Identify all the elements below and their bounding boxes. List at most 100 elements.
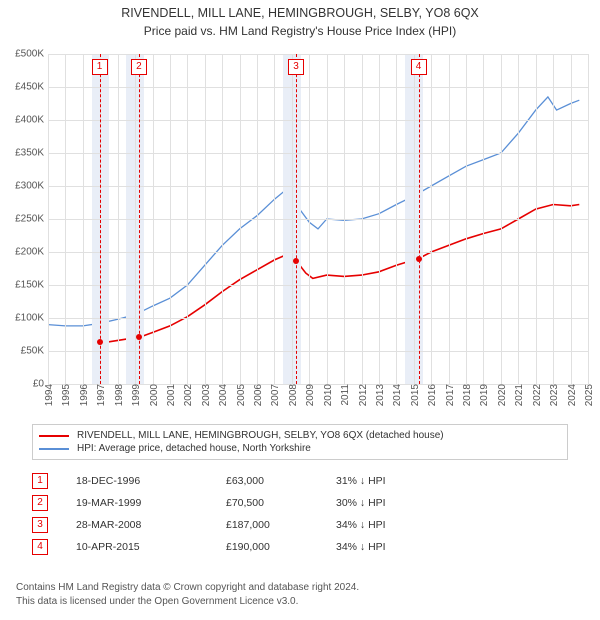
- y-axis-label: £100K: [15, 313, 44, 324]
- page-subtitle: Price paid vs. HM Land Registry's House …: [0, 24, 600, 38]
- y-axis-label: £400K: [15, 115, 44, 126]
- sale-row-delta: 30% ↓ HPI: [336, 497, 456, 509]
- sale-marker-box: 3: [288, 59, 304, 75]
- x-axis-label: 2023: [549, 384, 560, 406]
- x-axis-label: 2020: [497, 384, 508, 406]
- x-axis-label: 2019: [479, 384, 490, 406]
- legend-swatch: [39, 448, 69, 450]
- sale-dot: [136, 334, 142, 340]
- gridline-v: [292, 54, 293, 384]
- x-axis-label: 2009: [305, 384, 316, 406]
- legend-item: RIVENDELL, MILL LANE, HEMINGBROUGH, SELB…: [39, 429, 561, 442]
- gridline-v: [518, 54, 519, 384]
- sale-row-price: £70,500: [226, 497, 336, 509]
- gridline-h: [48, 87, 588, 88]
- gridline-v: [205, 54, 206, 384]
- sale-row-date: 10-APR-2015: [76, 541, 226, 553]
- y-axis-label: £150K: [15, 280, 44, 291]
- y-axis-label: £200K: [15, 247, 44, 258]
- sale-row: 118-DEC-1996£63,00031% ↓ HPI: [32, 470, 456, 492]
- x-axis-label: 2007: [270, 384, 281, 406]
- sale-row-date: 28-MAR-2008: [76, 519, 226, 531]
- gridline-v: [118, 54, 119, 384]
- x-axis-label: 2022: [532, 384, 543, 406]
- sale-marker-line: [296, 54, 297, 384]
- x-axis-label: 2017: [445, 384, 456, 406]
- sale-dot: [97, 339, 103, 345]
- x-axis-label: 2021: [514, 384, 525, 406]
- gridline-v: [187, 54, 188, 384]
- gridline-v: [588, 54, 589, 384]
- x-axis-label: 2000: [149, 384, 160, 406]
- gridline-h: [48, 351, 588, 352]
- sale-row-price: £190,000: [226, 541, 336, 553]
- x-axis-label: 2006: [253, 384, 264, 406]
- x-axis-label: 1999: [131, 384, 142, 406]
- gridline-v: [48, 54, 49, 384]
- gridline-v: [536, 54, 537, 384]
- gridline-v: [240, 54, 241, 384]
- gridline-v: [170, 54, 171, 384]
- y-axis-label: £350K: [15, 148, 44, 159]
- sale-dot: [416, 256, 422, 262]
- sale-row-marker: 4: [32, 539, 48, 555]
- sale-row-date: 19-MAR-1999: [76, 497, 226, 509]
- gridline-h: [48, 120, 588, 121]
- x-axis-label: 2016: [427, 384, 438, 406]
- x-axis-label: 1995: [61, 384, 72, 406]
- x-axis-label: 2008: [288, 384, 299, 406]
- gridline-v: [362, 54, 363, 384]
- x-axis-label: 1994: [44, 384, 55, 406]
- gridline-h: [48, 153, 588, 154]
- gridline-h: [48, 54, 588, 55]
- gridline-v: [379, 54, 380, 384]
- sale-row: 328-MAR-2008£187,00034% ↓ HPI: [32, 514, 456, 536]
- x-axis-label: 2015: [410, 384, 421, 406]
- gridline-v: [396, 54, 397, 384]
- gridline-h: [48, 318, 588, 319]
- gridline-v: [466, 54, 467, 384]
- x-axis-label: 1996: [79, 384, 90, 406]
- gridline-v: [274, 54, 275, 384]
- y-axis-label: £250K: [15, 214, 44, 225]
- gridline-v: [344, 54, 345, 384]
- gridline-v: [483, 54, 484, 384]
- price-chart: £0£50K£100K£150K£200K£250K£300K£350K£400…: [48, 54, 588, 384]
- x-axis-label: 2024: [567, 384, 578, 406]
- sale-dot: [293, 258, 299, 264]
- x-axis-label: 2010: [323, 384, 334, 406]
- page-title-address: RIVENDELL, MILL LANE, HEMINGBROUGH, SELB…: [0, 6, 600, 20]
- gridline-h: [48, 252, 588, 253]
- legend-label: RIVENDELL, MILL LANE, HEMINGBROUGH, SELB…: [77, 430, 444, 441]
- y-axis-label: £0: [33, 379, 44, 390]
- attribution-text: Contains HM Land Registry data © Crown c…: [16, 581, 359, 608]
- sale-row-price: £187,000: [226, 519, 336, 531]
- legend-label: HPI: Average price, detached house, Nort…: [77, 443, 311, 454]
- x-axis-label: 2011: [340, 384, 351, 406]
- sale-row-delta: 34% ↓ HPI: [336, 541, 456, 553]
- sale-marker-line: [100, 54, 101, 384]
- series-price_paid: [100, 205, 580, 343]
- sale-row-marker: 3: [32, 517, 48, 533]
- gridline-h: [48, 285, 588, 286]
- sale-row-marker: 1: [32, 473, 48, 489]
- legend: RIVENDELL, MILL LANE, HEMINGBROUGH, SELB…: [32, 424, 568, 460]
- y-axis-label: £50K: [21, 346, 44, 357]
- sale-row-price: £63,000: [226, 475, 336, 487]
- x-axis-label: 2013: [375, 384, 386, 406]
- sale-row-delta: 31% ↓ HPI: [336, 475, 456, 487]
- x-axis-label: 2003: [201, 384, 212, 406]
- x-axis-label: 2002: [183, 384, 194, 406]
- x-axis-label: 2004: [218, 384, 229, 406]
- sale-row: 219-MAR-1999£70,50030% ↓ HPI: [32, 492, 456, 514]
- gridline-v: [571, 54, 572, 384]
- gridline-v: [431, 54, 432, 384]
- x-axis-label: 2014: [392, 384, 403, 406]
- sale-marker-box: 2: [131, 59, 147, 75]
- gridline-v: [257, 54, 258, 384]
- attribution-line: This data is licensed under the Open Gov…: [16, 595, 359, 609]
- legend-swatch: [39, 435, 69, 437]
- legend-item: HPI: Average price, detached house, Nort…: [39, 442, 561, 455]
- y-axis-label: £300K: [15, 181, 44, 192]
- gridline-v: [501, 54, 502, 384]
